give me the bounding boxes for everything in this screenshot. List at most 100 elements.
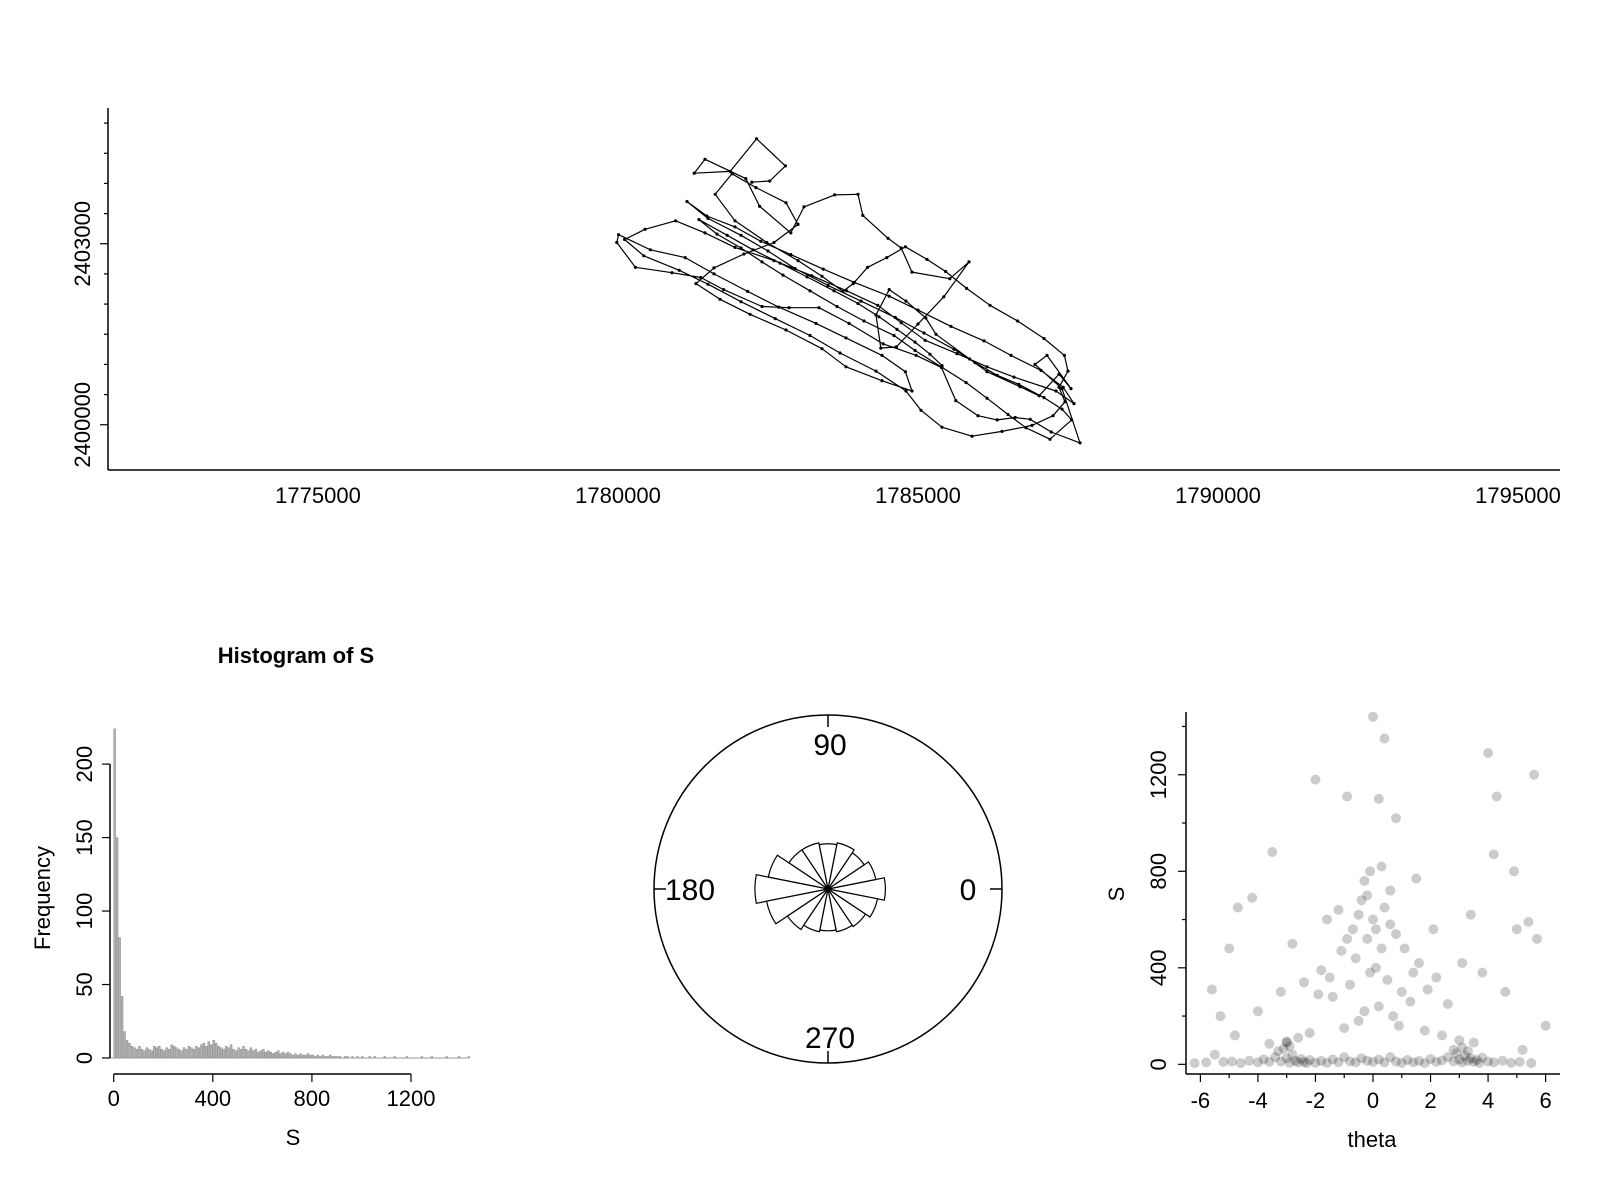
trajectory-point (755, 137, 759, 141)
scatter-point (1278, 1043, 1289, 1054)
histogram-y-axis-title: Frequency (30, 846, 55, 950)
scatter-point (1477, 1052, 1488, 1063)
trajectory-point (922, 331, 926, 335)
trajectory-point (995, 373, 999, 377)
histogram-bar (254, 1048, 258, 1059)
scatter-point (1284, 1057, 1295, 1068)
scatter-point (1382, 974, 1393, 985)
scatter-point (1414, 958, 1424, 968)
x-tick-label: 1780000 (575, 483, 661, 508)
scatter-point (1201, 1057, 1212, 1068)
trajectory-point (1048, 437, 1052, 441)
trajectory-point (789, 253, 793, 257)
histogram-bar (232, 1048, 235, 1059)
scatter-point (1373, 793, 1384, 804)
trajectory-point (615, 240, 619, 245)
histogram-bar (197, 1047, 201, 1059)
trajectory-point (677, 268, 681, 272)
trajectory-point (985, 370, 989, 374)
scatter-point (1244, 1055, 1255, 1066)
trajectory-point (706, 282, 710, 286)
scatter-point (1353, 1015, 1364, 1026)
histogram-bar (229, 1044, 233, 1059)
scatter-point (1517, 1044, 1528, 1055)
y-tick-label: 1200 (1146, 750, 1171, 799)
histogram-bar (128, 1043, 131, 1059)
scatter-point (1322, 914, 1332, 925)
scatter-panel: theta S -6 -4 -2 0 2 4 6 0 400 800 1200 (1104, 711, 1560, 1152)
trajectory-point (841, 289, 845, 293)
scatter-point (1393, 1020, 1404, 1031)
scatter-point (1218, 1056, 1229, 1067)
scatter-point (1235, 1058, 1246, 1069)
scatter-point (1304, 1055, 1315, 1065)
y-tick-label: 400 (1146, 949, 1171, 986)
histogram-bar (190, 1047, 193, 1059)
trajectory-point (894, 345, 899, 349)
trajectory-point (784, 328, 788, 332)
histogram-bar (234, 1050, 238, 1059)
trajectory-point (887, 288, 891, 292)
histogram-bar (187, 1045, 191, 1059)
scatter-point (1457, 1042, 1468, 1053)
x-tick-label: -4 (1248, 1088, 1268, 1113)
scatter-point (1281, 1053, 1292, 1064)
y-tick-label: 800 (1146, 853, 1171, 890)
scatter-point (1419, 1025, 1430, 1036)
trajectory-point (886, 236, 890, 240)
trajectory-point (760, 304, 764, 309)
trajectory-point (805, 275, 809, 279)
trajectory-point (903, 245, 908, 249)
trajectory-point (739, 233, 743, 237)
trajectory-point (789, 231, 793, 235)
trajectory-point (948, 277, 952, 281)
trajectory-panel: 1775000 1780000 1785000 1790000 1795000 24000… (70, 108, 1561, 508)
histogram-bar (192, 1048, 196, 1059)
trajectory-point (810, 274, 814, 278)
trajectory-point (1062, 353, 1066, 357)
scatter-point (1327, 991, 1338, 1002)
scatter-point (1391, 1056, 1401, 1067)
trajectory-point (777, 305, 781, 309)
histogram-bar (289, 1053, 292, 1059)
scatter-point (1391, 813, 1401, 824)
trajectory-point (899, 321, 903, 325)
trajectory-point (712, 266, 716, 270)
scatter-point (1287, 938, 1298, 949)
trajectory-point (715, 232, 719, 236)
rose-petal (754, 873, 829, 905)
x-tick-label: 800 (294, 1086, 331, 1111)
scatter-point (1333, 904, 1344, 915)
scatter-point (1437, 1055, 1447, 1066)
trajectory-point (648, 248, 653, 252)
histogram-bar (269, 1051, 272, 1059)
trajectory-point (874, 369, 878, 373)
scatter-point (1209, 1049, 1220, 1060)
histogram-bar (212, 1040, 215, 1059)
histogram-bar (150, 1050, 154, 1059)
scatter-point (1460, 1050, 1471, 1061)
trajectory-point (861, 213, 865, 217)
trajectory-point (973, 361, 977, 365)
trajectory-point (832, 289, 836, 293)
histogram-bar (143, 1050, 146, 1059)
rose-petal (786, 888, 829, 931)
scatter-point (1408, 967, 1419, 978)
trajectory-point (820, 274, 824, 278)
trajectory-point (835, 304, 839, 309)
rose-label-270: 270 (805, 1022, 855, 1055)
scatter-point (1232, 902, 1243, 913)
scatter-point (1462, 1055, 1473, 1066)
trajectory-point (703, 157, 707, 161)
trajectory-point (1078, 441, 1082, 445)
scatter-point (1509, 866, 1519, 877)
scatter-point (1281, 1037, 1292, 1048)
histogram-bar (165, 1047, 168, 1059)
trajectory-point (965, 286, 969, 290)
scatter-point (1333, 1057, 1344, 1068)
trajectory-point (760, 260, 764, 264)
trajectory-line (616, 138, 1081, 444)
scatter-point (1365, 967, 1376, 978)
histogram-bar (158, 1045, 161, 1059)
trajectory-point (758, 204, 762, 208)
